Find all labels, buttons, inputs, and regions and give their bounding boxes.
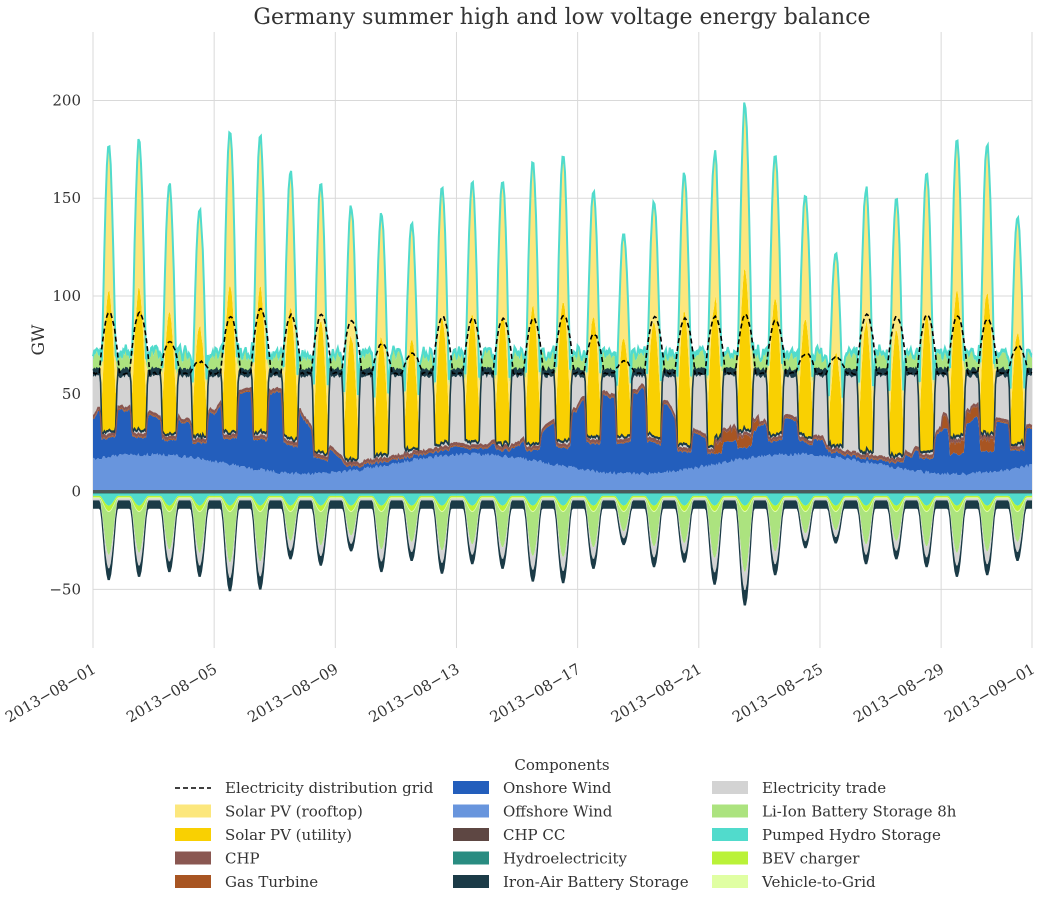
legend-label: Solar PV (utility)	[225, 826, 352, 844]
legend-swatch	[453, 804, 489, 818]
legend-label: Electricity distribution grid	[225, 779, 434, 797]
stacked-areas	[92, 102, 1033, 606]
y-tick-label: −50	[49, 580, 81, 598]
legend: Components Electricity distribution grid…	[175, 756, 957, 891]
legend-swatch	[453, 875, 489, 888]
neg-area-pumped-hydro-storage	[93, 493, 1032, 506]
legend-label: Li-Ion Battery Storage 8h	[762, 803, 957, 821]
x-tick-label: 2013−09−01	[941, 660, 1038, 726]
legend-label: Hydroelectricity	[503, 850, 628, 868]
y-tick-label: 0	[71, 483, 81, 501]
y-tick-label: 50	[62, 385, 81, 403]
y-tick-label: 150	[52, 189, 81, 207]
legend-swatch	[453, 781, 489, 794]
legend-label: Electricity trade	[762, 779, 886, 797]
legend-label: Gas Turbine	[225, 873, 318, 891]
area-onshore-wind	[93, 387, 1032, 476]
legend-label: Onshore Wind	[503, 779, 612, 797]
legend-swatch	[175, 875, 211, 888]
legend-label: Vehicle-to-Grid	[761, 873, 876, 891]
y-axis-label: GW	[29, 324, 49, 356]
legend-swatch	[175, 828, 211, 841]
legend-label: Offshore Wind	[503, 803, 613, 821]
x-tick-label: 2013−08−21	[608, 660, 705, 726]
chart-title: Germany summer high and low voltage ener…	[253, 5, 870, 30]
iron-air-outline	[92, 365, 1033, 466]
legend-label: BEV charger	[762, 850, 860, 868]
x-tick-label: 2013−08−13	[366, 660, 463, 726]
legend-label: Solar PV (rooftop)	[225, 803, 363, 821]
negative-outline	[93, 507, 1032, 606]
chp-outline	[93, 382, 1033, 466]
legend-swatch	[453, 828, 489, 841]
x-tick-label: 2013−08−05	[123, 660, 220, 726]
neg-area-li-ion-battery-storage-8h	[93, 498, 1032, 572]
x-tick-label: 2013−08−17	[487, 660, 584, 726]
legend-label: Iron-Air Battery Storage	[503, 873, 689, 891]
legend-label: Pumped Hydro Storage	[762, 826, 941, 844]
envelope-line	[92, 102, 1033, 398]
grid-demand-line	[92, 307, 1033, 377]
legend-swatch	[175, 851, 211, 865]
legend-swatch	[712, 781, 748, 794]
neg-area-vehicle-to-grid	[93, 497, 1032, 512]
y-tick-label: 100	[52, 287, 81, 305]
legend-label: CHP	[225, 850, 260, 868]
legend-swatch	[712, 804, 748, 818]
legend-swatch	[712, 851, 748, 865]
x-tick-label: 2013−08−01	[2, 660, 99, 726]
area-solar-pv-rooftop-	[93, 110, 1032, 430]
legend-title: Components	[514, 756, 609, 774]
area-offshore-wind	[93, 452, 1032, 492]
demand-lines	[92, 307, 1033, 494]
x-tick-label: 2013−08−29	[850, 660, 947, 726]
x-tick-label: 2013−08−09	[244, 660, 341, 726]
x-tick-label: 2013−08−25	[729, 660, 826, 726]
legend-swatch	[175, 804, 211, 818]
legend-label: CHP CC	[503, 826, 565, 844]
y-tick-label: 200	[52, 91, 81, 109]
legend-swatch	[712, 875, 748, 888]
neg-area-bev-charger	[93, 495, 1032, 511]
legend-swatch	[712, 828, 748, 841]
area-solar-pv-utility-	[93, 268, 1032, 463]
legend-swatch	[453, 851, 489, 865]
